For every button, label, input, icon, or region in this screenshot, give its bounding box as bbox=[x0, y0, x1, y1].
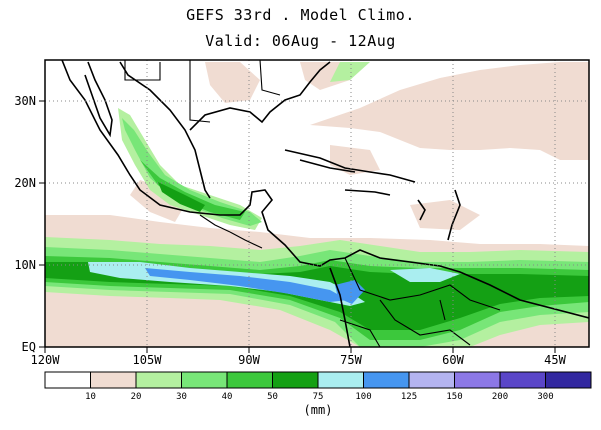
colorbar-swatch bbox=[181, 371, 228, 389]
colorbar-level-label: 125 bbox=[401, 392, 417, 402]
coastlines bbox=[61, 60, 589, 347]
colorbar-level-label: 200 bbox=[492, 392, 508, 402]
lon-label: 120W bbox=[31, 353, 61, 367]
colorbar-swatch bbox=[317, 371, 364, 389]
colorbar-level-label: 50 bbox=[267, 392, 278, 402]
lat-label: 30N bbox=[14, 94, 36, 108]
colorbar-swatch bbox=[135, 371, 182, 389]
lon-label: 105W bbox=[133, 353, 163, 367]
lat-label: 20N bbox=[14, 176, 36, 190]
lon-label: 60W bbox=[442, 353, 464, 367]
colorbar-level-label: 75 bbox=[313, 392, 324, 402]
colorbar-swatch bbox=[226, 371, 273, 389]
colorbar-swatch bbox=[272, 371, 319, 389]
axis-ticks bbox=[39, 100, 556, 353]
valid-date-range: Valid: 06Aug - 12Aug bbox=[205, 32, 396, 50]
map-title: GEFS 33rd . Model Climo. bbox=[186, 6, 415, 24]
graticule bbox=[45, 60, 589, 347]
colorbar-level-label: 20 bbox=[131, 392, 142, 402]
political-borders bbox=[62, 60, 501, 347]
lon-label: 90W bbox=[238, 353, 260, 367]
colorbar-swatch bbox=[44, 371, 91, 389]
colorbar-level-label: 40 bbox=[222, 392, 233, 402]
colorbar-swatch bbox=[408, 371, 455, 389]
colorbar-swatch bbox=[454, 371, 501, 389]
colorbar-legend: 10 20 30 40 50 75 100 125 150 200 300 bbox=[44, 371, 592, 402]
colorbar-swatch bbox=[499, 371, 546, 389]
colorbar-level-label: 100 bbox=[355, 392, 371, 402]
lon-label: 45W bbox=[544, 353, 566, 367]
colorbar-unit-label: (mm) bbox=[304, 403, 333, 417]
colorbar-swatch bbox=[363, 371, 410, 389]
precip-band-100-125 bbox=[145, 268, 365, 304]
colorbar-swatch bbox=[90, 371, 137, 389]
colorbar-level-label: 10 bbox=[85, 392, 96, 402]
colorbar-level-label: 30 bbox=[176, 392, 187, 402]
map-frame bbox=[44, 59, 590, 348]
colorbar-level-label: 150 bbox=[446, 392, 462, 402]
lon-label: 75W bbox=[340, 353, 362, 367]
lat-label: 10N bbox=[14, 258, 36, 272]
colorbar-swatch bbox=[545, 371, 592, 389]
lat-label: EQ bbox=[22, 340, 36, 354]
colorbar-level-label: 300 bbox=[537, 392, 553, 402]
